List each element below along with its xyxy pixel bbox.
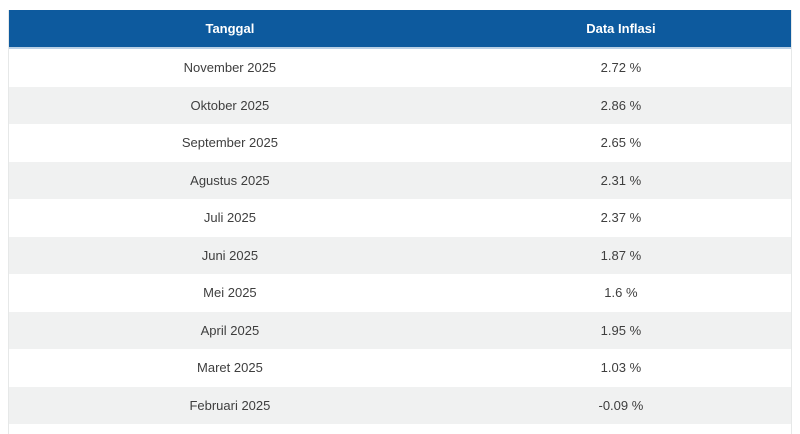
value-cell: 2.65 %	[450, 124, 791, 162]
value-cell: 1.03 %	[450, 349, 791, 387]
table-row: Mei 2025 1.6 %	[9, 274, 791, 312]
table-row: November 2025 2.72 %	[9, 48, 791, 87]
date-cell: Juni 2025	[9, 236, 451, 274]
value-cell: 2.31 %	[450, 161, 791, 199]
date-cell: Februari 2025	[9, 386, 451, 424]
date-cell: Juli 2025	[9, 199, 451, 237]
value-cell: -0.09 %	[450, 386, 791, 424]
date-cell: Oktober 2025	[9, 86, 451, 124]
table-row-partial	[9, 424, 791, 434]
column-header-data-inflasi: Data Inflasi	[450, 10, 791, 49]
value-cell: 2.72 %	[450, 48, 791, 87]
table-row: Juli 2025 2.37 %	[9, 199, 791, 237]
table-row: Oktober 2025 2.86 %	[9, 86, 791, 124]
value-cell: 2.37 %	[450, 199, 791, 237]
table-row: September 2025 2.65 %	[9, 124, 791, 162]
date-cell: April 2025	[9, 311, 451, 349]
value-cell	[450, 424, 791, 434]
date-cell: September 2025	[9, 124, 451, 162]
column-header-tanggal: Tanggal	[9, 10, 451, 49]
table-row: Maret 2025 1.03 %	[9, 349, 791, 387]
date-cell: November 2025	[9, 48, 451, 87]
table-body: November 2025 2.72 % Oktober 2025 2.86 %…	[9, 48, 791, 434]
value-cell: 1.6 %	[450, 274, 791, 312]
table-row: Juni 2025 1.87 %	[9, 236, 791, 274]
table-row: Agustus 2025 2.31 %	[9, 161, 791, 199]
header-row: Tanggal Data Inflasi	[9, 10, 791, 49]
table-header: Tanggal Data Inflasi	[9, 10, 791, 49]
table-row: April 2025 1.95 %	[9, 311, 791, 349]
date-cell: Mei 2025	[9, 274, 451, 312]
date-cell: Agustus 2025	[9, 161, 451, 199]
value-cell: 1.87 %	[450, 236, 791, 274]
value-cell: 1.95 %	[450, 311, 791, 349]
inflation-table-container: Tanggal Data Inflasi November 2025 2.72 …	[8, 10, 792, 434]
date-cell: Maret 2025	[9, 349, 451, 387]
table-row: Februari 2025 -0.09 %	[9, 386, 791, 424]
date-cell	[9, 424, 451, 434]
inflation-table: Tanggal Data Inflasi November 2025 2.72 …	[9, 10, 791, 434]
value-cell: 2.86 %	[450, 86, 791, 124]
